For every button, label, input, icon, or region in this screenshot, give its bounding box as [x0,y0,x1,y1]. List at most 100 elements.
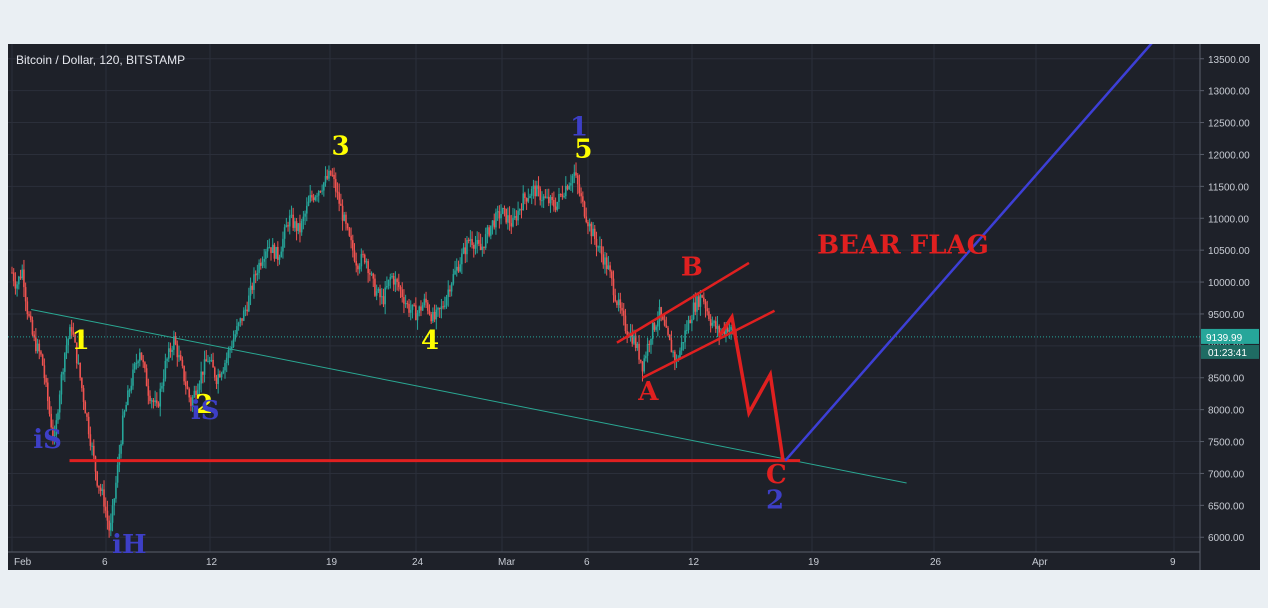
x-tick-label: Apr [1032,557,1048,568]
candle-body [111,505,114,523]
candle-body [513,216,516,218]
candle-body [31,319,34,335]
candle-body [457,266,460,272]
candle-body [517,210,519,221]
candle-body [454,270,456,275]
candle-body [565,186,567,197]
candle-body [92,445,95,457]
candle-body [212,359,214,368]
candle-body [133,363,136,370]
wave-label: iS [191,396,220,426]
candle-body [409,309,412,313]
candle-body [660,307,663,317]
candle-body [597,246,599,248]
candle-body [476,239,478,245]
price-chart[interactable]: 6000.00 6500.00 7000.00 7500.00 8000.00 8500.… [8,44,1260,570]
candle-body [646,343,649,356]
candle-body [699,295,702,307]
candle-body [401,289,404,298]
candle-body [295,221,298,231]
candle-body [691,319,693,324]
candle-body [421,305,424,311]
candle-body [471,238,473,246]
candle-body [536,185,538,197]
candle-body [479,243,482,251]
candle-body [326,175,329,179]
candle-body [294,221,296,228]
candle-body [590,223,593,237]
candle-body [638,343,640,360]
candle-body [582,196,584,202]
candle-body [483,246,485,248]
candle-body [152,400,155,403]
candle-body [404,303,407,305]
candle-body [309,195,311,202]
chart-panel[interactable]: 6000.00 6500.00 7000.00 7500.00 8000.00 8500.… [8,44,1260,570]
y-tick-label: 8500.00 [1208,374,1245,385]
candle-body [542,196,545,201]
candle-body [343,214,346,221]
candle-body [730,326,732,330]
candle-body [522,193,524,211]
candle-body [207,361,209,363]
candle-body [171,349,173,352]
candle-body [167,348,170,359]
candle-body [285,225,288,228]
wave-label: B [681,253,703,283]
y-tick-label: 11000.00 [1208,214,1249,225]
candle-body [474,244,477,249]
countdown-label: 01:23:41 [1208,348,1247,359]
candle-body [503,207,506,209]
x-tick-label: Feb [14,557,32,568]
candle-body [469,238,472,242]
candle-body [486,227,489,235]
candle-body [220,373,223,378]
candle-body [106,510,109,521]
candle-body [352,240,354,251]
candle-body [28,314,30,316]
candle-body [701,295,703,298]
candle-body [259,262,262,266]
candle-body [323,182,325,191]
candle-body [195,390,197,395]
candle-body [588,223,591,227]
candle-body [399,287,402,290]
candle-body [547,196,550,204]
candle-body [703,297,705,302]
candle-body [387,279,390,286]
candle-body [375,291,378,296]
candle-body [241,318,243,321]
candle-body [510,223,513,227]
candle-body [442,306,444,308]
candle-body [525,198,528,202]
wave-label: 5 [574,135,592,165]
candle-body [392,275,395,285]
candle-body [595,238,598,247]
candle-body [426,302,429,311]
candle-body [512,217,514,227]
candle-body [508,215,511,224]
x-tick-label: 12 [206,557,218,568]
candle-body [246,309,248,312]
candle-body [386,285,388,288]
candle-body [612,278,615,296]
candle-body [312,197,315,200]
candle-body [50,413,52,428]
candle-body [444,305,446,308]
candle-body [236,326,238,335]
candle-body [142,359,145,363]
candle-body [355,260,358,266]
candle-body [680,342,683,351]
price-tag-label: 9139.99 [1206,333,1243,344]
candle-body [139,352,141,362]
candle-body [605,257,608,270]
candle-body [253,274,255,290]
candle-body [64,353,66,372]
candle-body [532,185,535,189]
candle-body [265,251,267,259]
candle-body [394,279,397,285]
candle-body [445,296,448,306]
candle-body [219,374,221,378]
candle-body [726,327,729,332]
candle-body [348,228,351,236]
